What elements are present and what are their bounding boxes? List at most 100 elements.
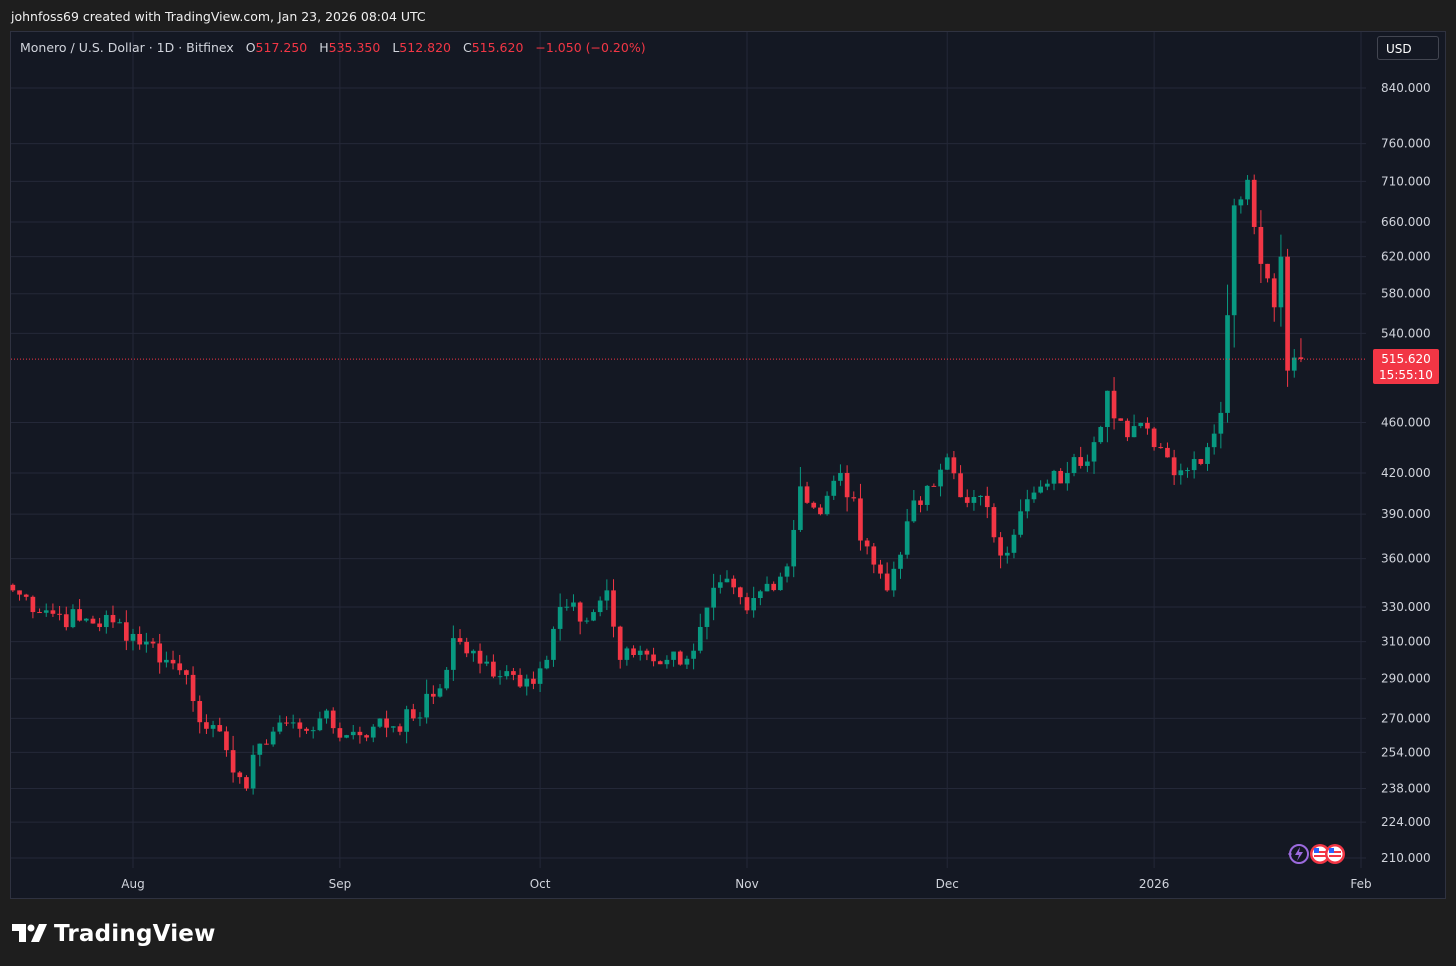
- candle-body: [184, 670, 189, 675]
- last-price-value: 515.620: [1381, 352, 1431, 366]
- candle-body: [784, 566, 790, 577]
- candle-body: [744, 597, 750, 611]
- candle-body: [264, 743, 269, 745]
- candle-body: [1111, 390, 1117, 419]
- candle-body: [871, 546, 877, 565]
- candle-body: [891, 568, 897, 591]
- header-bar: johnfoss69 created with TradingView.com,…: [0, 0, 1456, 32]
- candle-body: [918, 500, 923, 505]
- candle-body: [617, 626, 623, 660]
- candle-body: [244, 777, 249, 789]
- candle-body: [103, 614, 109, 628]
- candle-body: [1198, 459, 1204, 464]
- time-tick-label: Nov: [735, 877, 758, 891]
- chart-panel[interactable]: [10, 31, 1446, 899]
- time-axis: Aug Sep Oct Nov Dec 2026 Feb: [121, 877, 1371, 891]
- candle-body: [858, 498, 863, 541]
- candle-body: [711, 587, 716, 608]
- candle-body: [1238, 199, 1244, 206]
- high-value: 535.350: [328, 40, 381, 55]
- candles: [10, 174, 1304, 795]
- price-tick-label: 580.000: [1381, 287, 1431, 301]
- candle-body: [1018, 511, 1023, 535]
- candle-body: [1131, 426, 1137, 438]
- candle-body: [851, 497, 857, 499]
- candle-body: [1258, 226, 1264, 264]
- candle-body: [1265, 263, 1270, 279]
- candle-body: [30, 596, 36, 613]
- candle-body: [524, 678, 530, 687]
- candle-body: [310, 730, 316, 732]
- candle-body: [50, 610, 56, 614]
- price-tick-label: 420.000: [1381, 466, 1431, 480]
- candle-body: [1004, 552, 1010, 556]
- candle-body: [257, 743, 263, 755]
- price-tick-label: 390.000: [1381, 507, 1431, 521]
- event-icons[interactable]: [1285, 842, 1347, 866]
- candle-body: [824, 495, 830, 515]
- tradingview-logo-icon: [12, 924, 47, 942]
- candle-body: [631, 648, 636, 656]
- candle-body: [951, 457, 957, 474]
- candle-body: [304, 728, 309, 731]
- candle-body: [1105, 390, 1110, 428]
- lightning-icon: [1288, 844, 1309, 864]
- candle-body: [237, 772, 243, 778]
- candle-body: [898, 554, 903, 569]
- candle-body: [717, 582, 723, 588]
- candle-body: [1078, 457, 1084, 466]
- candle-body: [1211, 433, 1217, 448]
- last-price-tag: 515.620 15:55:10: [1373, 349, 1439, 384]
- tradingview-brand[interactable]: TradingView: [12, 916, 216, 952]
- candle-body: [577, 602, 583, 622]
- candle-body: [651, 654, 656, 662]
- candle-body: [144, 641, 149, 645]
- candle-body: [684, 658, 690, 665]
- chart-grid: [11, 32, 1366, 868]
- candle-body: [657, 661, 663, 665]
- candle-body: [1024, 499, 1030, 512]
- candle-body: [964, 497, 970, 503]
- candle-body: [1171, 457, 1177, 476]
- time-tick-label: 2026: [1139, 877, 1170, 891]
- candle-body: [724, 578, 730, 583]
- candle-body: [43, 610, 49, 613]
- candle-body: [944, 457, 950, 470]
- candle-body: [1145, 422, 1150, 429]
- symbol-title[interactable]: Monero / U.S. Dollar · 1D · Bitfinex: [20, 40, 234, 55]
- candle-body: [17, 590, 22, 595]
- candle-body: [1085, 461, 1090, 466]
- candle-body: [130, 633, 136, 641]
- candle-body: [1191, 459, 1197, 471]
- candle-body: [564, 606, 570, 608]
- price-tick-label: 238.000: [1381, 781, 1431, 795]
- us-flag-icon: [1310, 844, 1330, 864]
- candle-body: [804, 486, 810, 503]
- candle-body: [1291, 357, 1297, 371]
- candle-body: [110, 614, 116, 623]
- candle-body: [1118, 418, 1124, 421]
- chart-credit: johnfoss69 created with TradingView.com,…: [11, 9, 426, 24]
- candle-body: [1285, 256, 1290, 371]
- candle-body: [731, 578, 736, 588]
- candle-body: [677, 651, 683, 665]
- price-tick-label: 310.000: [1381, 635, 1431, 649]
- candle-body: [1151, 428, 1157, 448]
- candle-body: [1125, 420, 1130, 438]
- candle-body: [370, 726, 376, 738]
- candle-body: [277, 722, 283, 732]
- candle-body: [1205, 447, 1210, 464]
- candle-body: [63, 614, 69, 628]
- candle-body: [150, 641, 156, 644]
- candle-body: [544, 659, 550, 669]
- candle-body: [571, 602, 576, 607]
- candle-body: [424, 693, 429, 718]
- currency-button[interactable]: USD: [1377, 36, 1439, 60]
- candle-body: [504, 671, 510, 677]
- candle-body: [270, 731, 276, 745]
- candle-body: [737, 587, 743, 598]
- candle-body: [117, 622, 122, 624]
- candle-body: [477, 650, 483, 664]
- candle-body: [1158, 447, 1164, 449]
